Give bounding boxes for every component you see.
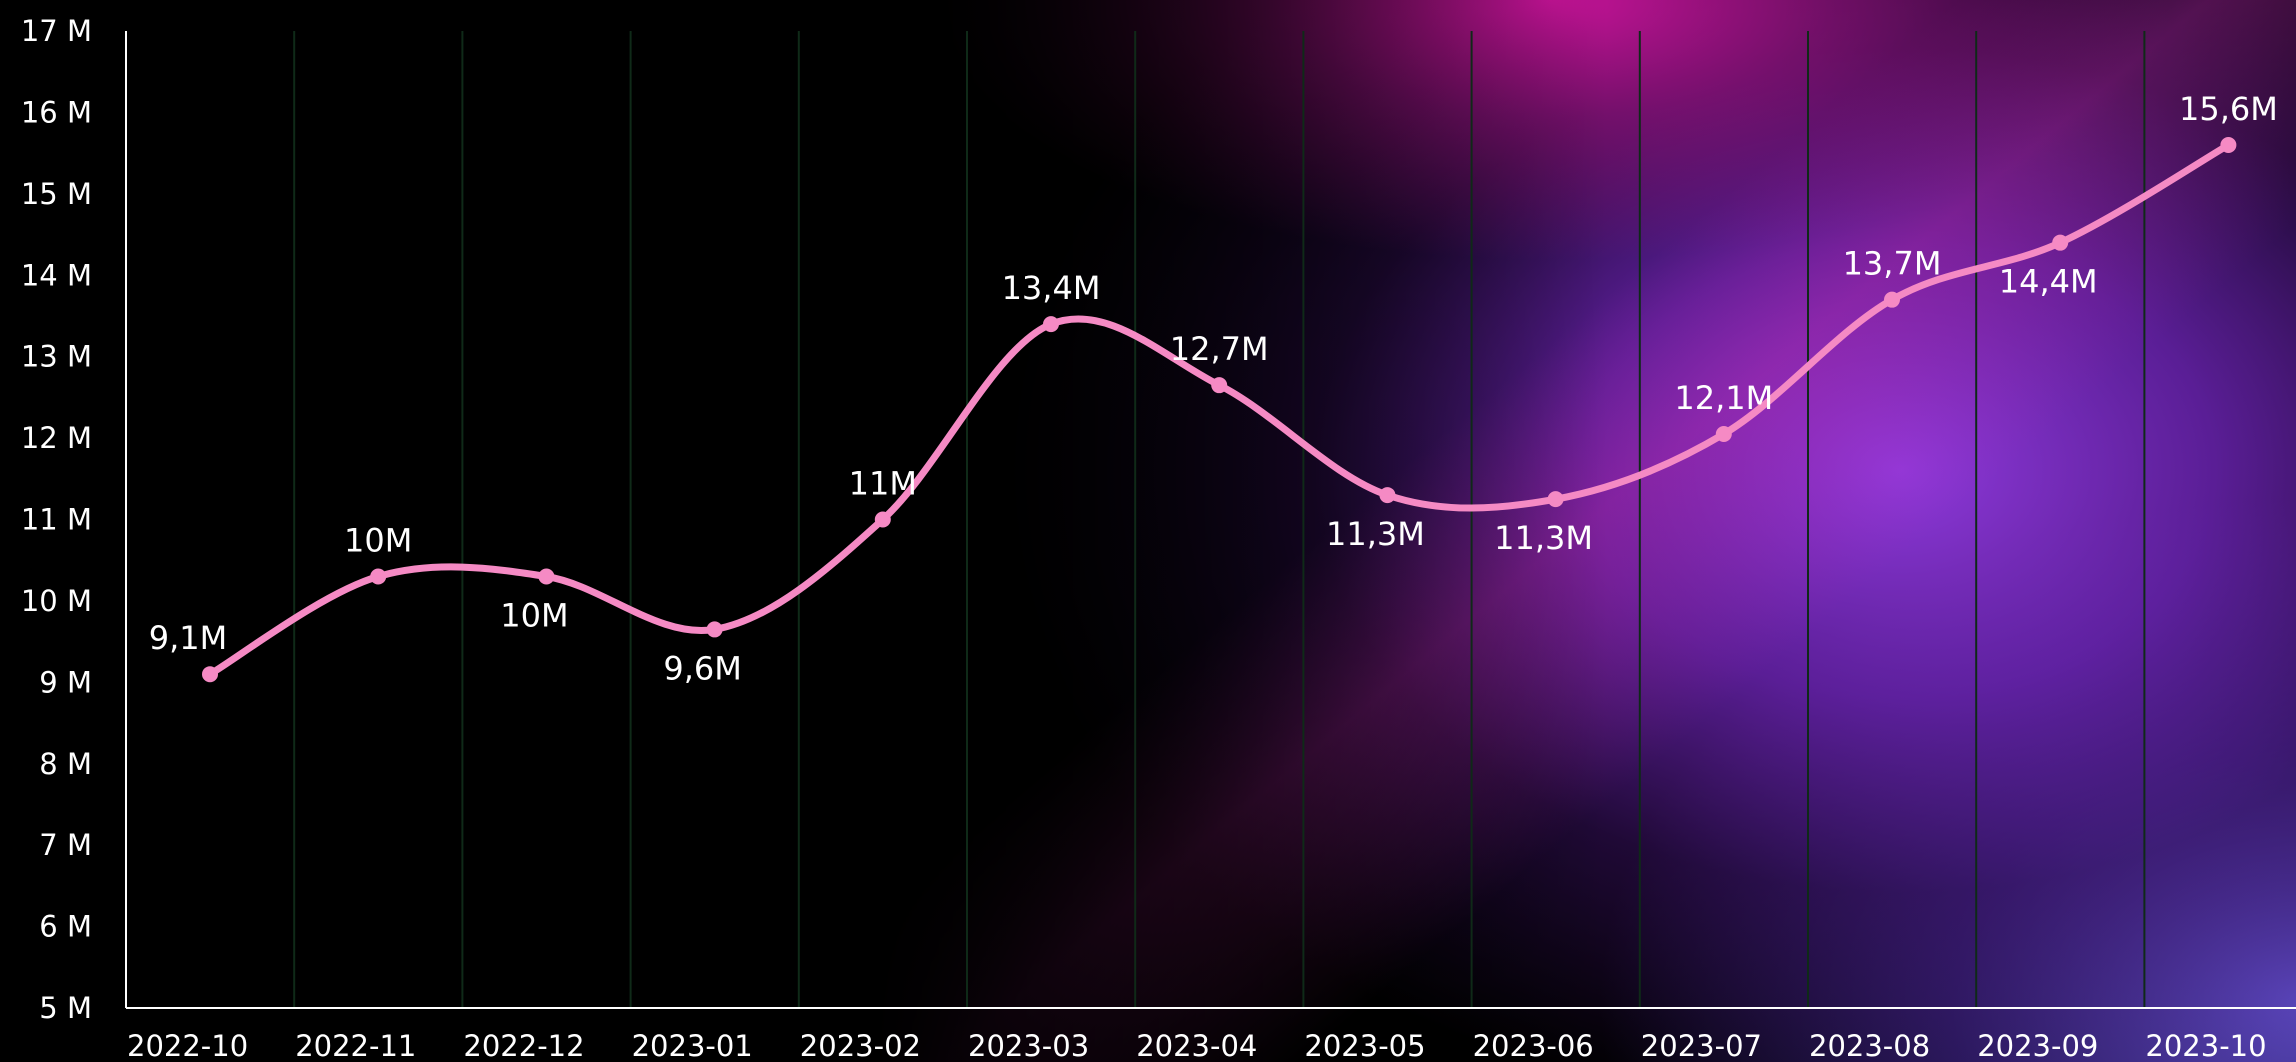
data-label: 13,4M (1002, 269, 1101, 307)
data-label: 11,3M (1494, 519, 1593, 557)
data-point (1547, 491, 1564, 508)
data-label: 9,1M (149, 619, 228, 657)
y-tick-label: 8 M (39, 747, 92, 781)
data-point (706, 621, 723, 638)
y-axis-tick-labels: 5 M 6 M 7 M 8 M 9 M 10 M 11 M 12 M 13 M 14 M 15 M 1… (21, 14, 92, 1025)
data-label: 10M (500, 596, 568, 634)
y-tick-label: 16 M (21, 95, 92, 129)
y-tick-label: 13 M (21, 340, 92, 374)
data-label: 14,4M (1999, 263, 2098, 301)
axes (125, 31, 2296, 1009)
x-tick-label: 2022-10 (127, 1029, 248, 1062)
data-point (538, 568, 555, 585)
data-point (1043, 316, 1059, 333)
data-point (1211, 377, 1228, 394)
x-tick-label: 2023-09 (1977, 1029, 2098, 1062)
data-point (202, 666, 218, 683)
series-line (206, 141, 2232, 678)
x-tick-label: 2022-11 (295, 1029, 416, 1062)
x-tick-label: 2023-10 (2145, 1029, 2266, 1062)
y-tick-label: 12 M (21, 421, 92, 455)
y-tick-label: 14 M (21, 258, 92, 292)
data-label: 15,6M (2179, 90, 2278, 128)
x-tick-label: 2023-05 (1304, 1029, 1425, 1062)
data-point (1715, 426, 1732, 443)
x-tick-label: 2023-01 (632, 1029, 753, 1062)
data-label: 11,3M (1326, 515, 1425, 553)
x-tick-label: 2023-03 (968, 1029, 1089, 1062)
data-point (2052, 234, 2069, 251)
y-tick-label: 10 M (21, 584, 92, 618)
data-point (1884, 291, 1900, 308)
y-tick-label: 5 M (39, 991, 92, 1025)
data-label: 13,7M (1843, 245, 1942, 283)
y-tick-label: 11 M (21, 503, 92, 537)
vertical-gridlines (293, 31, 2146, 1008)
x-tick-label: 2023-08 (1809, 1029, 1930, 1062)
x-tick-label: 2023-07 (1641, 1029, 1762, 1062)
series-line-path (206, 141, 2232, 678)
x-tick-label: 2023-02 (800, 1029, 921, 1062)
y-tick-label: 15 M (21, 177, 92, 211)
data-point (370, 568, 387, 585)
data-label: 12,1M (1674, 379, 1773, 417)
x-axis-tick-labels: 2022-10 2022-11 2022-12 2023-01 2023-02 2023-… (127, 1029, 2267, 1062)
data-point (2220, 136, 2237, 153)
data-point (874, 511, 891, 528)
y-tick-label: 6 M (39, 910, 92, 944)
data-point (1379, 487, 1396, 504)
y-tick-label: 9 M (39, 665, 92, 699)
x-tick-label: 2022-12 (463, 1029, 584, 1062)
data-label: 11M (849, 465, 917, 503)
x-tick-label: 2023-04 (1136, 1029, 1257, 1062)
y-tick-label: 17 M (21, 14, 92, 48)
x-tick-label: 2023-06 (1473, 1029, 1594, 1062)
data-label: 10M (344, 521, 412, 559)
data-label: 9,6M (663, 649, 742, 687)
data-labels: 9,1M 10M 10M 9,6M 11M 13,4M 12,7M 11,3M 11,3M 12,… (149, 90, 2278, 687)
y-tick-label: 7 M (39, 828, 92, 862)
data-label: 12,7M (1170, 330, 1269, 368)
data-points (202, 136, 2237, 683)
